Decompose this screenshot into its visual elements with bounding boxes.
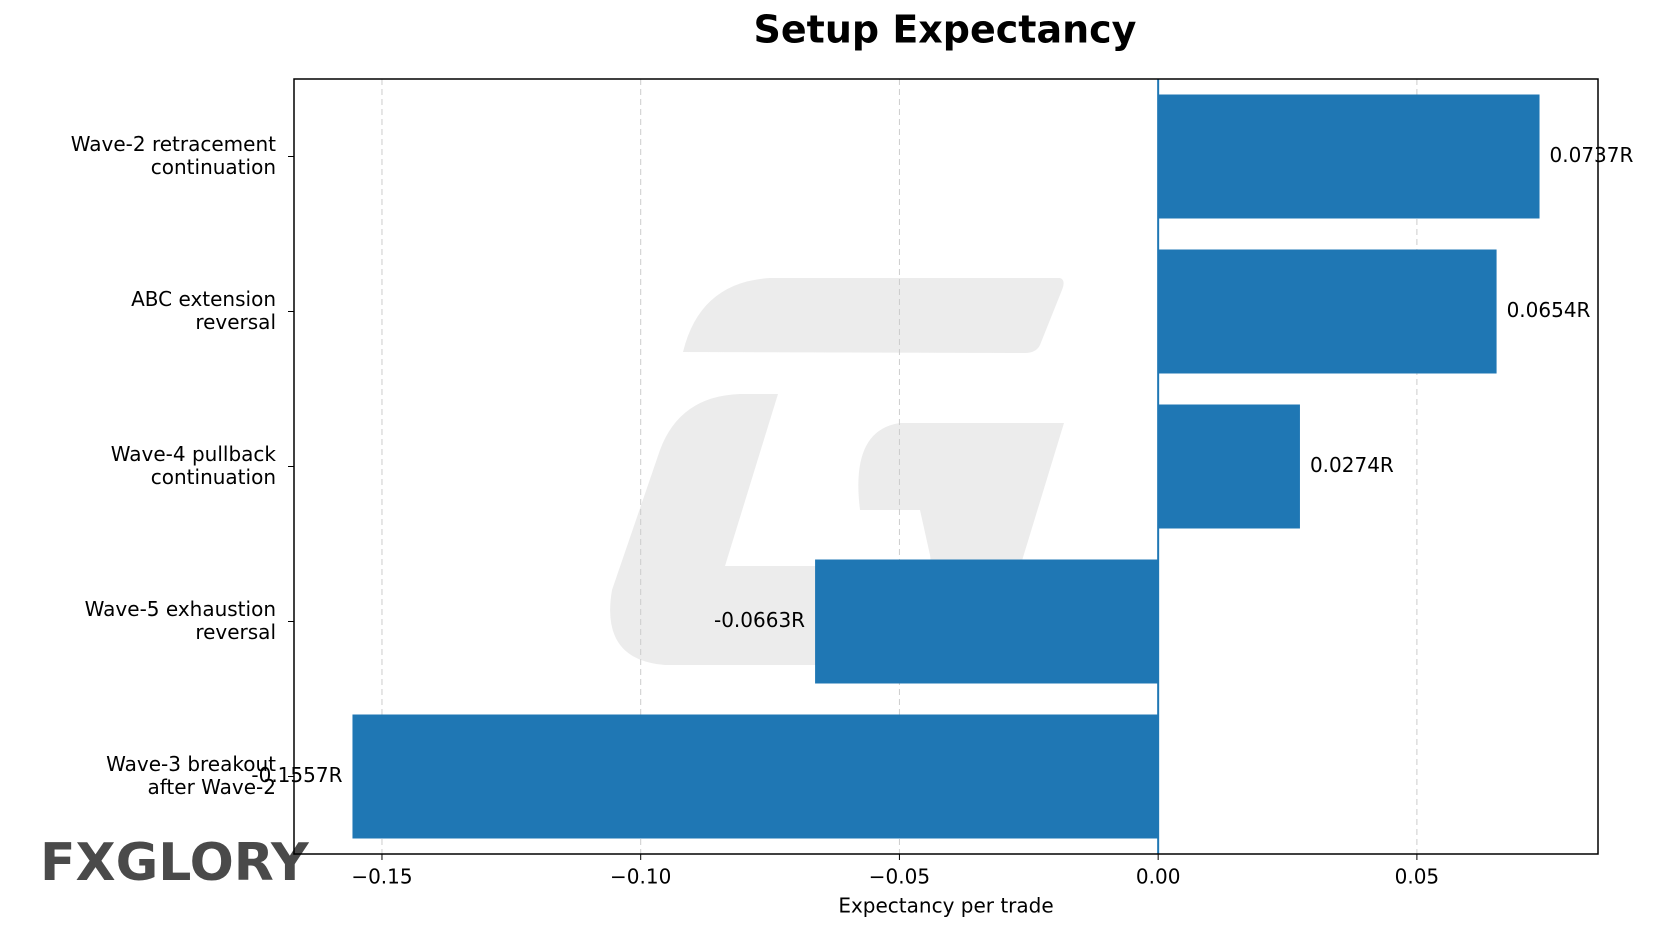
y-tick-label: Wave-3 breakout after Wave-2 — [106, 752, 276, 799]
value-label: 0.0737R — [1550, 143, 1634, 167]
x-tick-label: −0.15 — [351, 865, 412, 889]
x-axis-label: Expectancy per trade — [838, 894, 1053, 918]
x-tick-label: 0.00 — [1136, 865, 1181, 889]
value-label: 0.0274R — [1310, 453, 1394, 477]
value-label: 0.0654R — [1507, 298, 1591, 322]
bar — [1158, 404, 1300, 529]
bar — [1158, 94, 1540, 219]
bar — [352, 714, 1159, 839]
y-tick-label: ABC extension reversal — [131, 287, 276, 334]
value-label: -0.1557R — [251, 763, 342, 787]
chart-title: Setup Expectancy — [754, 8, 1137, 52]
y-tick-label: Wave-5 exhaustion reversal — [85, 597, 276, 644]
y-tick-label: Wave-4 pullback continuation — [111, 442, 277, 489]
plot-frame — [293, 78, 1599, 855]
logo: FXGLORY — [40, 833, 310, 893]
y-tick-label: Wave-2 retracement continuation — [71, 132, 276, 179]
value-label: -0.0663R — [714, 608, 805, 632]
bar — [1158, 249, 1497, 374]
x-tick-label: 0.05 — [1395, 865, 1440, 889]
x-tick-label: −0.10 — [610, 865, 671, 889]
bar — [815, 559, 1159, 684]
x-tick-label: −0.05 — [869, 865, 930, 889]
